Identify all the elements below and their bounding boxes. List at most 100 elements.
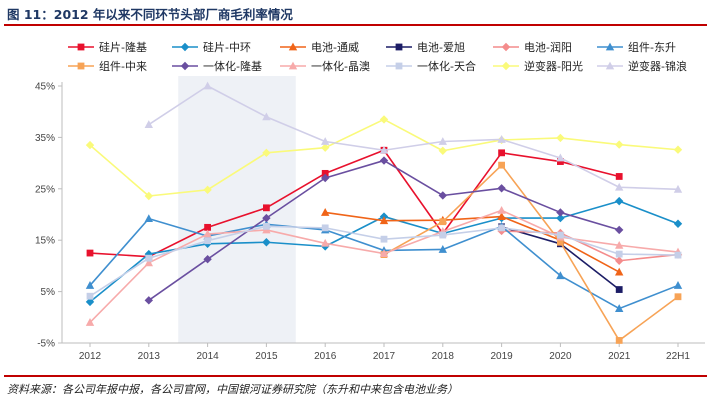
x-tick-label: 2013	[138, 351, 161, 362]
data-point	[438, 146, 447, 155]
data-point	[86, 292, 94, 300]
data-point	[501, 42, 511, 52]
data-point	[288, 42, 298, 51]
top-rule	[4, 24, 707, 26]
data-point	[262, 238, 271, 247]
y-tick-label: 5%	[41, 287, 56, 298]
data-point	[673, 145, 683, 154]
legend-item: 逆变器-锦浪	[597, 59, 687, 73]
data-point	[557, 238, 564, 246]
series-硅片-隆基	[86, 146, 623, 261]
data-point	[395, 62, 403, 70]
data-point	[615, 337, 623, 344]
series-line	[383, 164, 679, 342]
data-point	[556, 208, 565, 217]
data-point	[439, 218, 447, 226]
legend-label: 组件-东升	[628, 40, 676, 54]
data-point	[379, 145, 389, 154]
data-point	[497, 135, 506, 143]
legend-label: 逆变器-阳光	[524, 59, 583, 73]
data-point	[438, 245, 447, 253]
data-point	[438, 137, 447, 145]
data-point	[77, 62, 85, 70]
data-point	[144, 120, 153, 128]
legend-item: 硅片-中环	[172, 41, 251, 54]
series-逆变器-锦浪	[144, 81, 683, 193]
data-point	[379, 249, 389, 257]
x-tick-label: 2012	[79, 351, 102, 362]
data-point	[497, 212, 506, 220]
data-point	[615, 267, 624, 276]
y-tick-label: -5%	[37, 339, 55, 350]
y-tick-label: 35%	[35, 133, 55, 144]
data-point	[395, 43, 403, 51]
data-point	[203, 255, 212, 264]
series-组件-中来	[380, 161, 682, 344]
data-point	[321, 169, 329, 177]
data-point	[673, 184, 683, 193]
data-point	[556, 133, 565, 143]
legend-item: 一体化-晶澳	[280, 59, 370, 73]
data-point	[144, 214, 153, 223]
data-point	[497, 205, 506, 214]
series-lines	[85, 81, 683, 344]
data-point	[204, 223, 211, 231]
data-point	[379, 216, 389, 225]
data-point	[498, 149, 505, 157]
data-point	[144, 296, 153, 305]
data-point	[144, 191, 153, 201]
data-point	[321, 137, 330, 145]
legend-label: 电池-润阳	[524, 40, 572, 54]
series-line	[325, 211, 620, 273]
data-point	[498, 224, 505, 232]
legend-item: 电池-爱旭	[386, 40, 465, 54]
data-point	[615, 182, 624, 191]
data-point	[321, 173, 330, 183]
data-point	[438, 191, 447, 200]
data-point	[262, 148, 271, 158]
data-point	[262, 213, 271, 223]
legend-label: 逆变器-锦浪	[628, 59, 687, 73]
data-point	[203, 185, 212, 195]
figure-title: 图 11：2012 年以来不同环节头部厂商毛利率情况	[7, 7, 293, 22]
data-point	[145, 254, 153, 262]
data-point	[557, 158, 564, 165]
data-point	[77, 43, 85, 51]
series-一体化-隆基	[144, 156, 624, 305]
data-point	[180, 42, 190, 52]
legend-label: 电池-通威	[311, 41, 359, 54]
series-line	[89, 149, 620, 258]
data-point	[615, 304, 624, 312]
legend-item: 电池-通威	[280, 41, 359, 54]
data-point	[321, 208, 330, 216]
x-tick-label: 2014	[196, 351, 219, 362]
data-point	[605, 61, 615, 70]
data-point	[288, 61, 298, 70]
data-point	[204, 237, 211, 245]
data-point	[85, 281, 95, 289]
data-point	[85, 297, 95, 307]
source-note: 资料来源：各公司年报中报，各公司官网，中国银河证券研究院（东升和中来包含电池业务…	[7, 383, 458, 396]
data-point	[556, 271, 565, 280]
data-point	[203, 81, 212, 90]
legend-item: 逆变器-阳光	[493, 59, 583, 73]
data-point	[673, 219, 683, 228]
data-point	[262, 112, 271, 121]
legend-label: 一体化-晶澳	[311, 59, 370, 73]
data-point	[263, 222, 270, 230]
legend-label: 组件-中来	[99, 59, 147, 73]
data-point	[321, 224, 329, 232]
data-point	[379, 115, 389, 124]
data-point	[203, 229, 212, 238]
data-point	[557, 231, 564, 239]
data-point	[86, 249, 94, 257]
x-tick-label: 2019	[490, 351, 513, 362]
legend-item: 一体化-天合	[386, 59, 476, 73]
legend-item: 组件-中来	[68, 59, 147, 73]
legend-label: 一体化-隆基	[203, 59, 262, 73]
data-point	[615, 196, 624, 206]
data-point	[615, 240, 624, 249]
x-tick-label: 2017	[373, 351, 396, 362]
x-tick-label: 2015	[255, 351, 278, 362]
x-tick-label: 2018	[432, 351, 455, 362]
